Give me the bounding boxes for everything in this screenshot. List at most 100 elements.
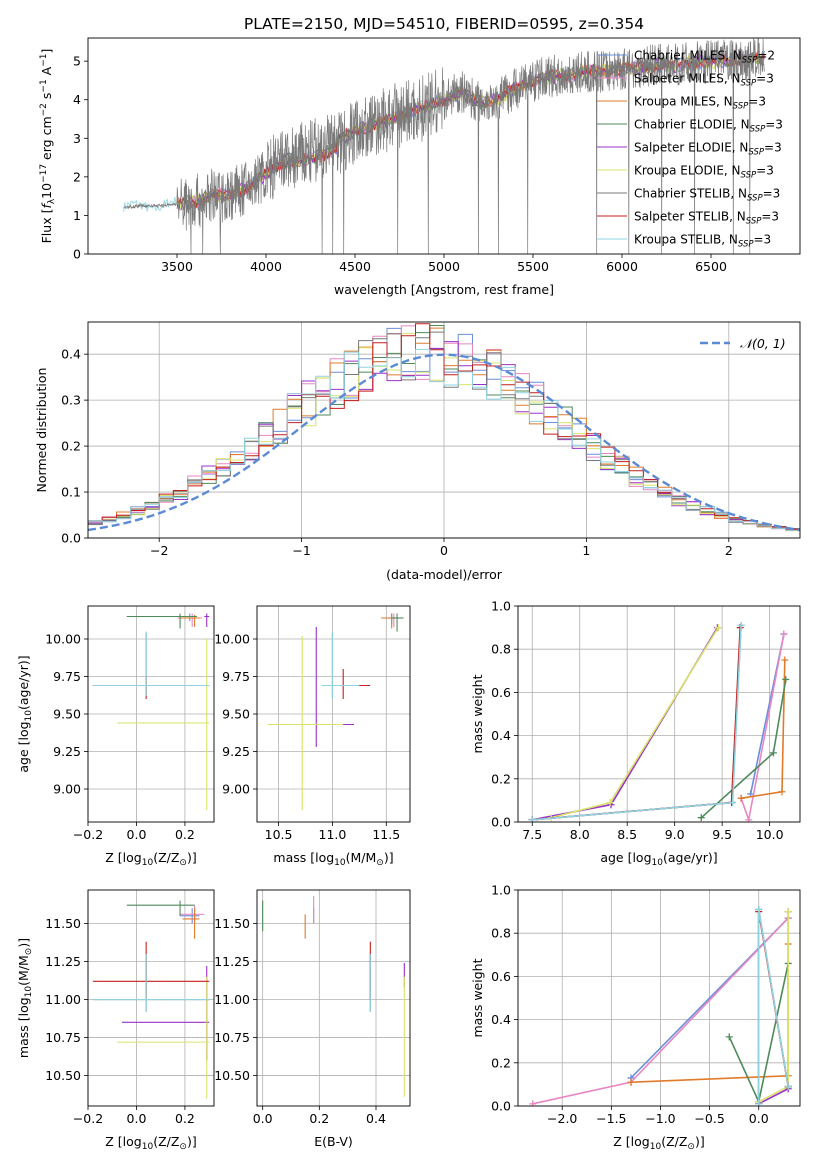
x-axis-label: E(B-V) [314,1134,353,1149]
weight-marker-8 [737,621,745,629]
weight-marker-8 [784,1083,792,1091]
y-axis-label-part: (age/yr)] [16,655,31,710]
legend-entry-4: Salpeter ELODIE, NSSP=3 [634,141,782,158]
x-tick-label: −1 [292,543,310,558]
weight-marker-1 [780,630,788,638]
y-tick-label: 9.25 [53,744,81,759]
axes-frame [87,321,801,539]
legend-text: Chabrier ELODIE, N [634,118,750,132]
x-axis-label-part: )] [187,1134,197,1149]
x-tick-label: −0.2 [73,1111,103,1126]
legend-normal-label: 𝒩(0, 1) [740,336,786,351]
x-tick-label: 1 [582,543,590,558]
x-tick-label: 9.5 [712,827,732,842]
y-tick-label: 3 [73,131,81,146]
legend-text: Salpeter MILES, N [634,72,741,86]
x-tick-label: 0.2 [309,1111,329,1126]
legend-text: Kroupa STELIB, N [634,233,738,247]
y-tick-label: 0.2 [491,771,511,786]
x-tick-label: 11.0 [319,827,347,842]
axes-frame [87,605,215,823]
x-axis-label-part: Z [log [613,1134,649,1149]
legend-sub: SSP [741,171,757,181]
y-tick-label: 0.8 [491,642,511,657]
panel-mass-weight-vs-age: 7.5 8.0 8.5 9.0 9.5 10.0 0.0 0.2 0.4 0.6 0.8 1.0 age… [470,599,801,868]
y-axis-label-part: A [39,66,54,79]
weight-marker-2 [737,794,745,802]
x-tick-label: −0.5 [694,1111,724,1126]
y-tick-label: 0.6 [491,685,511,700]
legend-text: Salpeter ELODIE, N [634,141,748,155]
weight-marker-5 [784,908,792,916]
x-tick-label: 8.0 [570,827,590,842]
axes-frame [87,37,801,255]
axes-frame [87,889,215,1107]
y-tick-label: 0.4 [61,347,81,362]
x-tick-label: 9.0 [665,827,685,842]
y-axis-label-part: −2 [39,103,49,116]
plot-area [528,621,790,822]
y-axis-label-part: −1 [39,53,49,66]
x-axis-label: age [log10(age/yr)] [600,850,717,868]
x-tick-label: 0.0 [127,827,147,842]
y-tick-label: 10.00 [214,632,250,647]
legend-text: Kroupa ELODIE, N [634,164,741,178]
x-axis-label-part: mass [log [273,850,334,865]
panels-group: 3500 4000 4500 5000 5500 6000 6500 0 1 2 3 4 5 wavele… [16,37,801,1152]
legend-tail: =3 [763,187,781,201]
weight-line-8 [532,625,742,821]
legend-sub: SSP [742,56,758,66]
legend-tail: =3 [756,164,774,178]
x-tick-label: 4000 [250,259,282,274]
x-tick-label: 3500 [161,259,193,274]
weight-marker-2 [627,1078,635,1086]
x-tick-label: 0.0 [749,1111,769,1126]
x-axis-label: wavelength [Angstrom, rest frame] [334,282,554,297]
y-axis-label-part: (M/M [16,955,31,986]
y-tick-label: 9.50 [53,707,81,722]
legend-text: Chabrier STELIB, N [634,187,747,201]
y-tick-label: 10.00 [45,632,81,647]
weight-line-4 [532,627,719,821]
x-tick-label: 0.4 [366,1111,386,1126]
plot-area [88,323,800,532]
y-axis-label-part: ] [39,49,54,54]
panel-mass-vs-Z: −0.2 0.0 0.2 10.50 10.75 11.00 11.25 11.50 Z [lo… [16,889,215,1152]
weight-marker-3 [782,675,790,683]
legend-tail: =3 [765,118,783,132]
panel-spectrum: 3500 4000 4500 5000 5500 6000 6500 0 1 2 3 4 5 wavele… [39,37,801,297]
x-axis-label-part: 10 [652,858,664,868]
y-tick-label: 10.50 [45,1068,81,1083]
x-tick-label: 7.5 [522,827,542,842]
y-axis-label-part: −1 [39,79,49,92]
weight-line-2 [740,659,786,799]
y-tick-label: 11.00 [45,992,81,1007]
y-axis-label-part: −17 [39,164,49,183]
y-tick-label: 0.3 [61,393,81,408]
axes-frame [256,605,411,823]
x-axis-label-part: 10 [142,858,154,868]
legend-sub: SSP [748,148,764,158]
legend-tail: =3 [764,141,782,155]
x-tick-label: −1.0 [645,1111,675,1126]
legend-sub: SSP [741,79,757,89]
legend-entry-6: Chabrier STELIB, NSSP=3 [634,187,780,204]
x-tick-label: −2 [150,543,168,558]
x-tick-label: 6000 [606,259,638,274]
x-axis-label-part: Z [log [105,1134,141,1149]
legend-sub: SSP [750,125,766,135]
y-tick-label: 0.6 [491,969,511,984]
y-tick-label: 0.0 [61,531,81,546]
y-tick-label: 11.00 [214,992,250,1007]
axes-frame [256,889,411,1107]
legend-text: Chabrier MILES, N [634,49,742,63]
weight-marker-3 [725,1033,733,1041]
spectrum-data-line [123,38,765,254]
legend-entry-1: Salpeter MILES, NSSP=3 [634,72,774,89]
legend-entry-2: Kroupa MILES, NSSP=3 [634,95,766,112]
x-tick-label: 10.0 [756,827,784,842]
y-axis-label-part: erg cm [39,116,54,164]
y-axis-label-part: f [39,203,54,209]
